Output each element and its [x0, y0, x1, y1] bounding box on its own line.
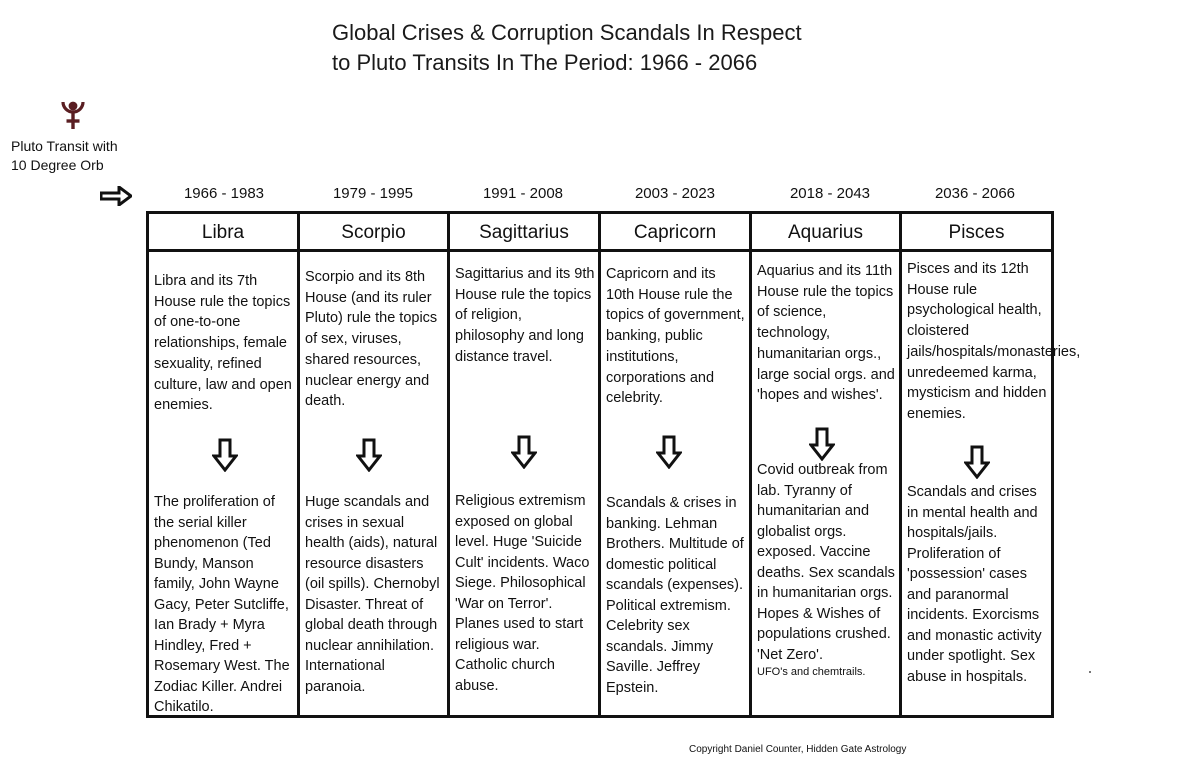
description-pisces: Pisces and its 12th House rule psycholog…: [907, 261, 1081, 422]
down-arrow-icon: [511, 435, 537, 469]
column-scorpio: Scorpio Scorpio and its 8th House (and i…: [300, 214, 450, 715]
description-aquarius: Aquarius and its 11th House rule the top…: [757, 263, 895, 404]
years-sagittarius: 1991 - 2008: [482, 185, 564, 202]
column-aquarius: Aquarius Aquarius and its 11th House rul…: [752, 214, 902, 715]
years-aquarius: 2018 - 2043: [789, 185, 871, 202]
events-scorpio: Huge scandals and crises in sexual healt…: [305, 494, 440, 695]
sign-header-sagittarius: Sagittarius: [450, 214, 598, 252]
events-aquarius-text: Covid outbreak from lab. Tyranny of huma…: [757, 462, 895, 663]
years-capricorn: 2003 - 2023: [634, 185, 716, 202]
title-line-1: Global Crises & Corruption Scandals In R…: [332, 20, 802, 45]
title-line-2: to Pluto Transits In The Period: 1966 - …: [332, 50, 758, 75]
sign-header-pisces: Pisces: [902, 214, 1051, 252]
stray-dot: [1089, 671, 1091, 673]
description-scorpio: Scorpio and its 8th House (and its ruler…: [305, 269, 438, 410]
sign-header-capricorn: Capricorn: [601, 214, 749, 252]
description-libra: Libra and its 7th House rule the topics …: [154, 273, 292, 414]
down-arrow-icon: [656, 435, 682, 469]
events-aquarius: Covid outbreak from lab. Tyranny of huma…: [757, 460, 897, 679]
events-sagittarius: Religious extremism exposed on global le…: [455, 493, 590, 694]
events-aquarius-note: UFO's and chemtrails.: [757, 666, 866, 678]
sign-header-libra: Libra: [149, 214, 297, 252]
column-libra: Libra Libra and its 7th House rule the t…: [149, 214, 300, 715]
description-sagittarius: Sagittarius and its 9th House rule the t…: [455, 266, 595, 365]
down-arrow-icon: [964, 445, 990, 479]
down-arrow-icon: [356, 438, 382, 472]
down-arrow-icon: [212, 438, 238, 472]
down-arrow-icon: [809, 427, 835, 461]
legend-label-line-1: Pluto Transit with: [11, 138, 118, 154]
events-libra: The proliferation of the serial killer p…: [154, 494, 290, 715]
transit-table: Libra Libra and its 7th House rule the t…: [146, 211, 1081, 718]
column-pisces: Pisces Pisces and its 12th House rule ps…: [902, 214, 1081, 715]
page-title: Global Crises & Corruption Scandals In R…: [332, 18, 892, 78]
years-libra: 1966 - 1983: [183, 185, 265, 202]
sign-header-aquarius: Aquarius: [752, 214, 899, 252]
column-capricorn: Capricorn Capricorn and its 10th House r…: [601, 214, 752, 715]
years-pisces: 2036 - 2066: [934, 185, 1016, 202]
pluto-glyph-icon: [61, 101, 85, 129]
events-pisces: Scandals and crises in mental health and…: [907, 484, 1042, 685]
years-scorpio: 1979 - 1995: [332, 185, 414, 202]
description-capricorn: Capricorn and its 10th House rule the to…: [606, 266, 745, 407]
copyright-text: Copyright Daniel Counter, Hidden Gate As…: [689, 744, 907, 755]
events-capricorn: Scandals & crises in banking. Lehman Bro…: [606, 495, 744, 696]
column-sagittarius: Sagittarius Sagittarius and its 9th Hous…: [450, 214, 601, 715]
right-arrow-icon: [100, 186, 132, 206]
sign-header-scorpio: Scorpio: [300, 214, 447, 252]
legend-label: Pluto Transit with 10 Degree Orb: [11, 137, 118, 175]
legend-label-line-2: 10 Degree Orb: [11, 157, 104, 173]
